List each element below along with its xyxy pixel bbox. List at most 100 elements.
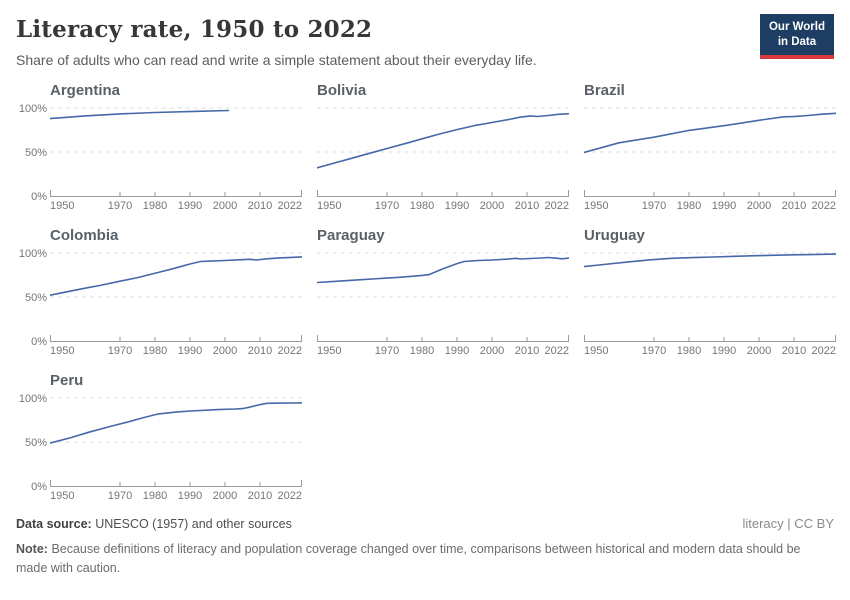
line-chart-brazil[interactable]: 1950 1970 1980 1990 2000 2010 2022 [584,102,836,212]
x-tick-label: 1980 [410,345,434,357]
x-tick-label: 1990 [445,200,469,212]
data-source-label: Data source: [16,517,92,531]
x-tick-label: 1950 [317,200,341,212]
logo-line-1: Our World [768,21,825,33]
y-tick-label: 100% [19,393,47,405]
x-tick-label: 1980 [143,345,167,357]
x-tick-label: 1970 [375,345,399,357]
x-tick-label: 2022 [278,200,302,212]
x-tick-label: 1980 [143,490,167,502]
literacy-line [50,109,230,120]
line-chart-argentina[interactable]: 1950 1970 1980 1990 2000 2010 2022 [50,102,302,212]
chart-row-1: 100% 50% 0% Argentina 1950 1970 1980 1990 2000 20… [16,80,836,212]
license-badge[interactable]: literacy | CC BY [742,516,834,531]
y-tick-label: 50% [25,147,47,159]
x-tick-label: 2010 [515,345,539,357]
x-tick-label: 1950 [50,200,74,212]
x-tick-label: 1950 [50,490,74,502]
y-axis-gutter: 100% 50% 0% [16,225,50,357]
x-tick-label: 1970 [642,200,666,212]
y-axis-labels: 100% 50% 0% [19,248,47,348]
x-tick-label: 1970 [108,345,132,357]
chart-uruguay: Uruguay 1950 1970 1980 1990 2000 2010 2022 [584,225,836,357]
x-tick-label: 1980 [677,200,701,212]
x-tick-label: 2010 [782,200,806,212]
chart-title: Paraguay [317,227,385,244]
y-tick-label: 50% [25,437,47,449]
chart-bolivia: Bolivia 1950 1970 1980 1990 2000 2010 2022 [317,80,569,212]
x-tick-label: 2022 [545,345,569,357]
y-tick-label: 0% [31,336,47,348]
x-tick-label: 2000 [747,200,771,212]
x-tick-label: 2000 [213,490,237,502]
x-tick-label: 1950 [50,345,74,357]
data-source: Data source: UNESCO (1957) and other sou… [16,517,292,531]
x-tick-label: 1980 [143,200,167,212]
logo-line-2: in Data [777,35,817,48]
line-chart-bolivia[interactable]: 1950 1970 1980 1990 2000 2010 2022 [317,102,569,212]
line-chart-paraguay[interactable]: 1950 1970 1980 1990 2000 2010 2022 [317,247,569,357]
x-tick-label: 1970 [108,200,132,212]
owid-logo[interactable]: Our World in Data [759,14,834,59]
chart-footer: Data source: UNESCO (1957) and other sou… [16,516,834,578]
owid-chart-page: Literacy rate, 1950 to 2022 Share of adu… [16,14,836,578]
x-tick-label: 1950 [584,200,608,212]
y-tick-label: 50% [25,292,47,304]
x-tick-label: 1980 [410,200,434,212]
x-tick-label: 2022 [812,345,836,357]
footnote: Note: Because definitions of literacy an… [16,540,822,578]
x-tick-label: 1970 [375,200,399,212]
x-tick-label: 1990 [178,200,202,212]
x-tick-label: 2010 [248,200,272,212]
x-tick-label: 1990 [712,200,736,212]
chart-argentina: Argentina 1950 1970 1980 1990 2000 2010 2022 [50,80,302,212]
chart-title: Brazil [584,82,625,99]
page-title: Literacy rate, 1950 to 2022 [16,16,373,43]
x-tick-label: 1990 [178,490,202,502]
x-tick-label: 1950 [317,345,341,357]
chart-paraguay: Paraguay 1950 1970 1980 1990 2000 2010 2022 [317,225,569,357]
page-subtitle: Share of adults who can read and write a… [16,52,537,68]
line-chart-peru[interactable]: 1950 1970 1980 1990 2000 2010 2022 [50,392,302,502]
x-tick-label: 2000 [480,345,504,357]
literacy-line [584,112,836,154]
x-tick-label: 2022 [278,345,302,357]
line-chart-colombia[interactable]: 1950 1970 1980 1990 2000 2010 2022 [50,247,302,357]
x-tick-label: 2022 [812,200,836,212]
y-tick-label: 0% [31,481,47,493]
chart-colombia: Colombia 1950 1970 1980 1990 2000 2010 2022 [50,225,302,357]
literacy-line [50,402,302,444]
x-tick-label: 2000 [747,345,771,357]
chart-title: Uruguay [584,227,645,244]
x-tick-label: 2022 [278,490,302,502]
y-axis-labels: 100% 50% 0% [19,103,47,203]
header-titles: Literacy rate, 1950 to 2022 Share of adu… [16,14,537,68]
x-tick-label: 2010 [515,200,539,212]
chart-title: Colombia [50,227,119,244]
y-tick-label: 100% [19,103,47,115]
footnote-text: Because definitions of literacy and popu… [16,542,801,575]
x-tick-label: 1950 [584,345,608,357]
x-tick-label: 2010 [782,345,806,357]
x-tick-label: 2022 [545,200,569,212]
x-tick-label: 2000 [213,345,237,357]
literacy-line [317,256,569,284]
y-tick-label: 0% [31,191,47,203]
x-tick-label: 2010 [248,490,272,502]
literacy-line [50,256,302,297]
source-row: Data source: UNESCO (1957) and other sou… [16,516,834,531]
line-chart-uruguay[interactable]: 1950 1970 1980 1990 2000 2010 2022 [584,247,836,357]
data-source-text: UNESCO (1957) and other sources [95,517,292,531]
x-tick-label: 1990 [445,345,469,357]
y-axis-gutter: 100% 50% 0% [16,80,50,212]
y-axis-labels: 100% 50% 0% [19,393,47,493]
chart-title: Peru [50,372,84,389]
chart-header: Literacy rate, 1950 to 2022 Share of adu… [16,14,834,68]
y-tick-label: 100% [19,248,47,260]
x-tick-label: 2010 [248,345,272,357]
chart-title: Bolivia [317,82,367,99]
x-tick-label: 1990 [178,345,202,357]
small-multiples-grid: 100% 50% 0% Argentina 1950 1970 1980 1990 2000 20… [16,80,836,502]
x-tick-label: 1980 [677,345,701,357]
chart-title: Argentina [50,82,121,99]
